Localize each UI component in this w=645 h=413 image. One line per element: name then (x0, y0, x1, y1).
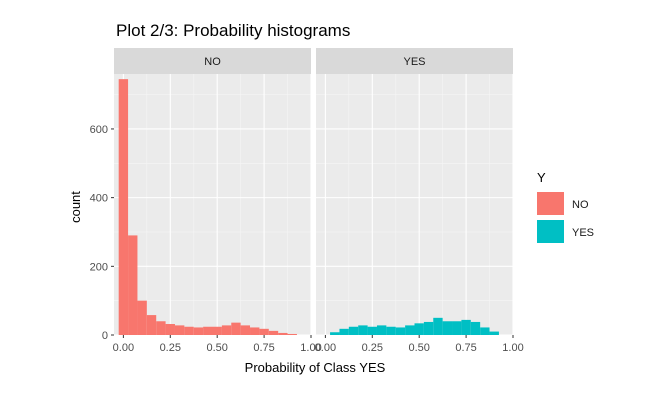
histogram-bar-yes (330, 332, 340, 335)
histogram-bar-no (240, 325, 251, 335)
histogram-bar-yes (480, 327, 490, 335)
histogram-bar-no (128, 235, 138, 335)
histogram-bar-yes (386, 326, 396, 335)
y-axis-title: count (68, 191, 83, 223)
panel-yes-plot-area (316, 74, 513, 335)
histogram-bar-yes (405, 325, 415, 335)
histogram-bar-yes (395, 327, 406, 335)
y-tick-label: 0 (102, 330, 108, 342)
panel-yes-bars (330, 317, 499, 335)
histogram-bar-yes (433, 317, 443, 335)
panel-no-plot-area (114, 74, 311, 335)
panel-no: NO (114, 48, 312, 336)
histogram-bar-no (268, 330, 279, 335)
x-tick-label: 0.25 (160, 342, 181, 354)
x-tick-label: 0.50 (206, 342, 227, 354)
x-axis-title: Probability of Class YES (245, 360, 386, 375)
panel-no-bars (118, 79, 297, 336)
histogram-bar-no (212, 326, 222, 335)
chart-title: Plot 2/3: Probability histograms (116, 21, 350, 40)
y-tick-label: 400 (90, 193, 108, 205)
legend-key-yes (537, 220, 564, 243)
x-axis-panel-no: 0.00 0.25 0.50 0.75 1.00 (113, 335, 322, 354)
histogram-bar-no (193, 327, 204, 335)
x-tick-label: 1.00 (502, 342, 523, 354)
histogram-bar-yes (470, 321, 481, 335)
legend: Y NO YES (537, 170, 594, 243)
histogram-bar-yes (348, 326, 359, 335)
panel-no-strip-label: NO (204, 56, 221, 68)
histogram-bar-yes (452, 321, 462, 335)
x-tick-label: 1.00 (300, 342, 321, 354)
histogram-bar-yes (376, 325, 387, 335)
histogram-bar-yes (442, 321, 453, 335)
histogram-bar-yes (358, 325, 368, 335)
panel-no-gridlines (114, 74, 312, 336)
histogram-bar-no (287, 333, 297, 335)
histogram-bar-no (250, 327, 260, 335)
histogram-bar-no (221, 325, 232, 335)
histogram-bar-no (231, 322, 241, 335)
histogram-bar-yes (414, 323, 424, 335)
x-tick-label: 0.00 (315, 342, 336, 354)
x-tick-label: 0.50 (408, 342, 429, 354)
y-tick-label: 200 (90, 261, 108, 273)
legend-label-yes: YES (572, 227, 594, 239)
histogram-bar-no (137, 300, 147, 335)
legend-label-no: NO (572, 199, 589, 211)
x-tick-label: 0.75 (455, 342, 476, 354)
histogram-bar-yes (339, 328, 349, 335)
y-tick-label: 600 (90, 124, 108, 136)
legend-key-no (537, 192, 564, 215)
histogram-bar-no (174, 325, 185, 335)
panel-yes-strip (316, 48, 513, 74)
x-tick-label: 0.25 (362, 342, 383, 354)
histogram-bar-no (203, 326, 213, 335)
histogram-bar-yes (423, 321, 434, 335)
legend-title: Y (537, 170, 546, 185)
histogram-bar-yes (367, 326, 377, 335)
histogram-bar-no (184, 326, 194, 335)
panel-no-strip (114, 48, 311, 74)
histogram-bar-no (259, 328, 269, 335)
histogram-bar-no (118, 79, 129, 336)
panel-yes: YES (316, 48, 514, 336)
histogram-bar-no (146, 315, 157, 335)
histogram-bar-no (156, 321, 166, 335)
x-tick-label: 0.75 (253, 342, 274, 354)
panel-yes-strip-label: YES (403, 56, 425, 68)
x-axis-panel-yes: 0.00 0.25 0.50 0.75 1.00 (315, 335, 524, 354)
histogram-bar-yes (489, 331, 499, 335)
x-tick-label: 0.00 (113, 342, 134, 354)
histogram-bar-no (165, 324, 175, 335)
histogram-bar-yes (461, 319, 471, 335)
histogram-bar-no (278, 332, 288, 335)
y-axis: 0 200 400 600 (90, 124, 114, 342)
